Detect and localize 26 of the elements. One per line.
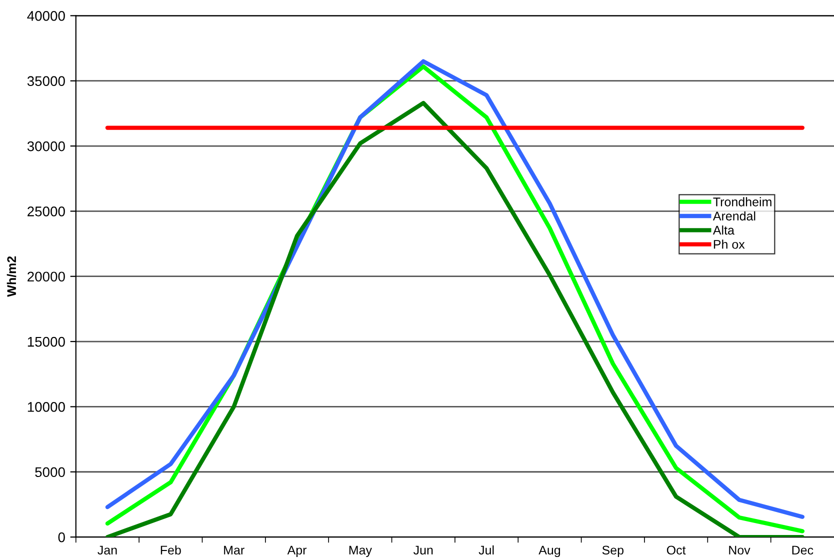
y-tick-label: 25000	[28, 206, 65, 216]
x-tick-label: Apr	[287, 546, 307, 558]
legend-label: Arendal	[712, 211, 756, 221]
x-tick-label: Jun	[413, 546, 433, 555]
y-tick-label: 35000	[27, 76, 65, 86]
y-tick-label: 40000	[27, 11, 65, 21]
y-tick-label: 20000	[28, 272, 65, 282]
x-tick-label: Feb	[160, 545, 181, 555]
legend-label: Alta	[712, 225, 734, 235]
y-tick-label: 30000	[27, 141, 65, 152]
x-tick-label: Aug	[538, 546, 560, 558]
x-tick-label: May	[349, 546, 372, 558]
y-axis-title: Wh/m2	[6, 256, 16, 297]
x-tick-label: Dec	[792, 546, 814, 555]
legend-label: Ph ox	[714, 240, 745, 249]
x-tick-label: Jan	[98, 546, 117, 555]
x-tick-label: Mar	[224, 546, 244, 555]
y-tick-label: 10000	[28, 402, 65, 412]
x-tick-label: Sep	[602, 546, 624, 558]
legend-label: Trondheim	[713, 197, 772, 206]
x-tick-label: Jul	[478, 545, 494, 555]
y-tick-label: 0	[58, 532, 65, 542]
y-tick-label: 15000	[28, 336, 65, 347]
x-tick-label: Oct	[666, 546, 686, 555]
x-tick-label: Nov	[729, 546, 750, 555]
y-tick-label: 5000	[35, 467, 65, 478]
